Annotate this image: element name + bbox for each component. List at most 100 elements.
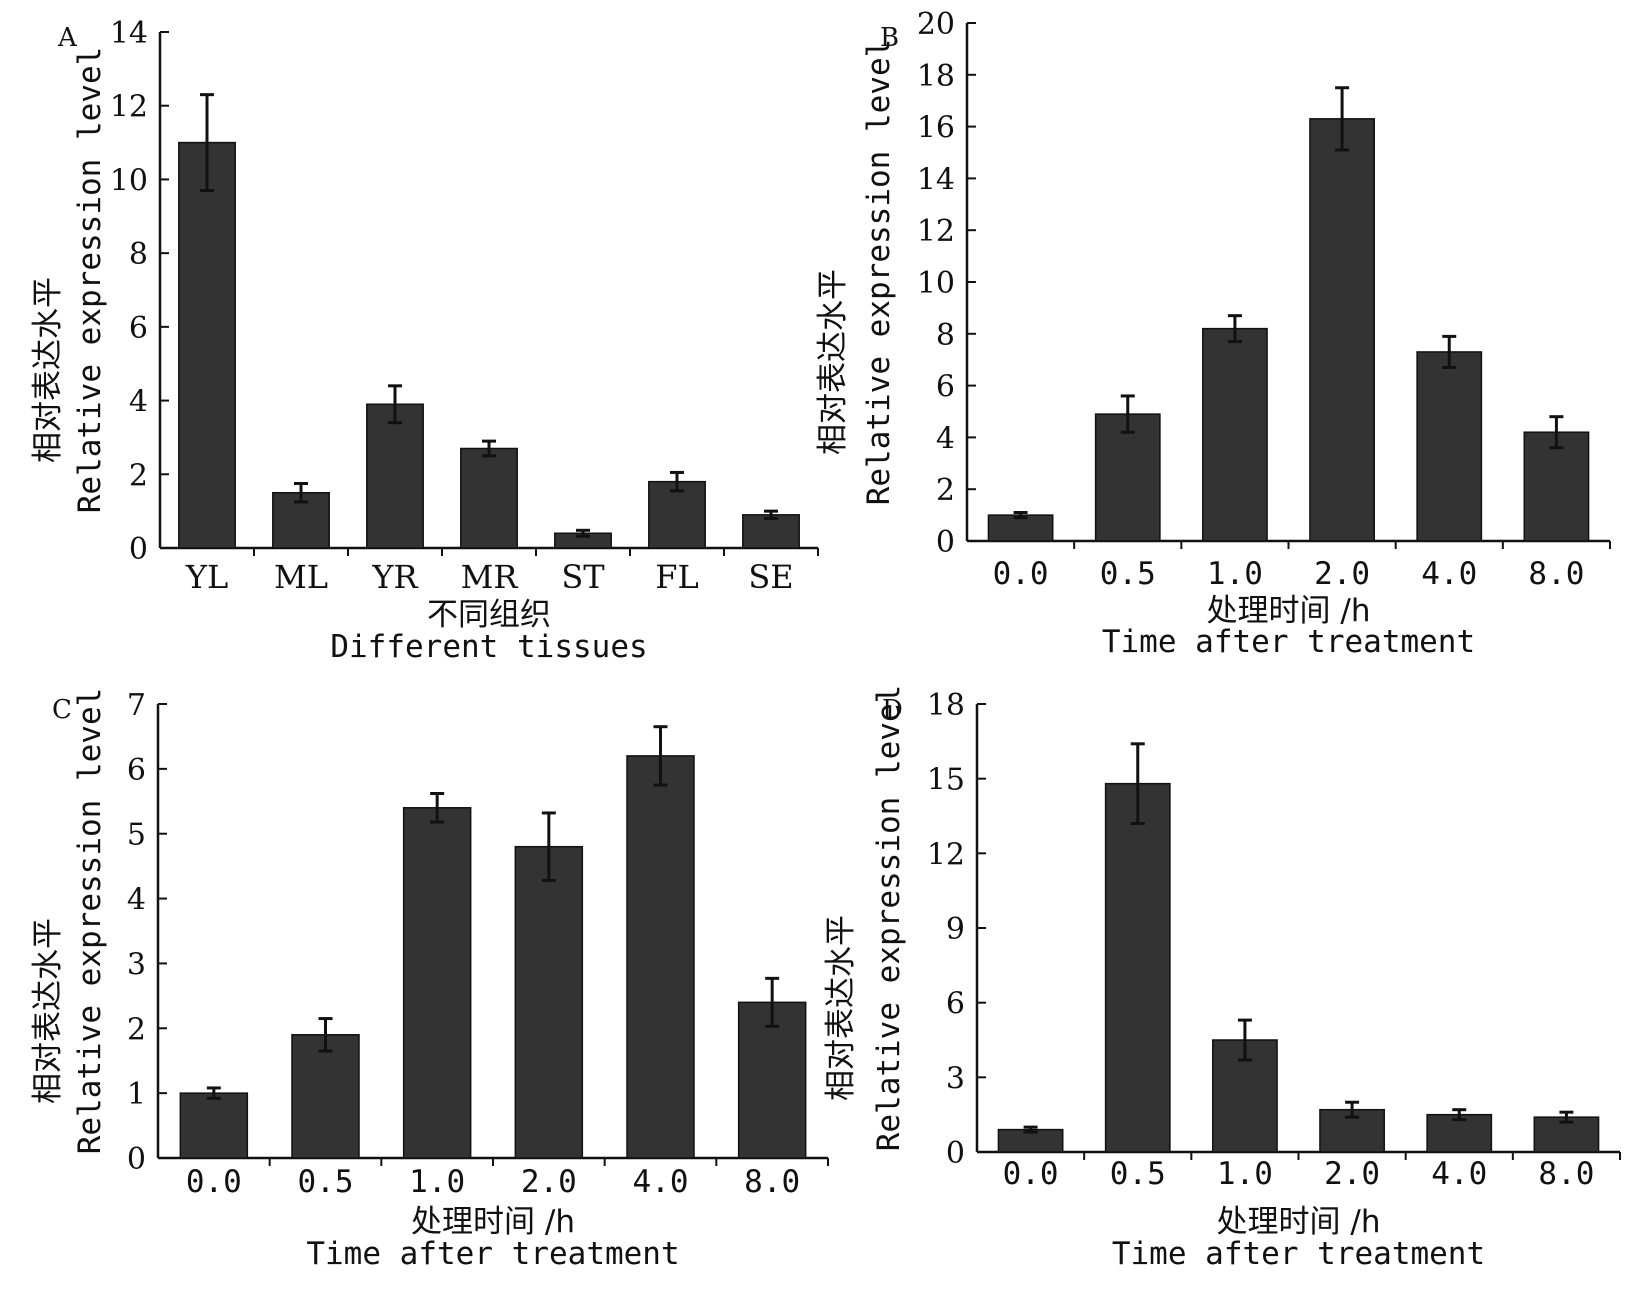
y-axis-title-en: Relative expression level: [871, 685, 907, 1152]
x-tick-label: MR: [461, 558, 519, 596]
y-tick-label: 6: [946, 987, 965, 1022]
y-tick-label: 2: [127, 1012, 146, 1047]
x-tick-label: 1.0: [1217, 1156, 1273, 1192]
x-tick-label: 2.0: [1314, 556, 1370, 592]
y-tick-label: 18: [927, 688, 965, 723]
bar: [1094, 413, 1161, 542]
x-tick-label: 0.0: [186, 1164, 242, 1200]
y-axis-title-en: Relative expression level: [72, 688, 108, 1155]
bar: [1104, 782, 1171, 1153]
x-tick-label: 4.0: [633, 1164, 689, 1200]
y-tick-label: 12: [927, 837, 965, 872]
y-tick-label: 12: [917, 214, 955, 249]
y-tick-label: 0: [936, 525, 955, 560]
panel-d: 0 3 6 9 12 15 18 0.0 0.5 1.0 2.0 4.0 8.0 D 处理时间 /hTime…: [823, 685, 1621, 1272]
y-tick-label: 2: [129, 458, 148, 493]
bar: [1523, 431, 1590, 542]
x-tick-label: 0.0: [993, 556, 1049, 592]
x-axis-title-cn: 处理时间 /h: [1217, 1204, 1381, 1240]
bar: [460, 447, 518, 549]
y-axis-title-en: Relative expression level: [72, 47, 108, 514]
y-tick-label: 4: [129, 385, 148, 420]
y-tick-label: 1: [127, 1077, 146, 1112]
y-axis-title-cn: 相对表达水平: [30, 277, 66, 463]
panel-label: C: [52, 695, 72, 725]
panel-label: D: [882, 695, 903, 725]
y-tick-label: 20: [917, 7, 955, 42]
x-tick-label: 4.0: [1431, 1156, 1487, 1192]
x-tick-label: 0.5: [298, 1164, 354, 1200]
y-axis-title-cn: 相对表达水平: [30, 918, 66, 1104]
bar: [178, 141, 236, 549]
panel-label: A: [57, 23, 78, 53]
y-tick-label: 9: [946, 912, 965, 947]
bar: [648, 480, 706, 549]
y-tick-label: 14: [917, 162, 955, 197]
x-axis-title-cn: 不同组织: [427, 597, 551, 633]
x-tick-label: ML: [274, 558, 328, 596]
y-tick-label: 14: [110, 16, 148, 51]
x-tick-label: 8.0: [744, 1164, 800, 1200]
y-tick-label: 7: [127, 688, 146, 723]
x-tick-label: YL: [185, 558, 228, 596]
y-axis-title-en: Relative expression level: [861, 39, 897, 506]
x-tick-label: 1.0: [1207, 556, 1263, 592]
x-tick-label: SE: [748, 558, 793, 596]
y-axis-title-cn: 相对表达水平: [823, 915, 859, 1101]
x-tick-label: 2.0: [521, 1164, 577, 1200]
y-tick-label: 2: [936, 473, 955, 508]
bar: [626, 755, 695, 1159]
bar: [291, 1034, 360, 1159]
y-tick-label: 18: [917, 59, 955, 94]
x-tick-label: 2.0: [1324, 1156, 1380, 1192]
y-tick-label: 4: [936, 421, 955, 456]
y-tick-label: 6: [127, 753, 146, 788]
y-tick-label: 12: [110, 90, 148, 125]
y-tick-label: 10: [110, 163, 148, 198]
y-tick-label: 0: [129, 532, 148, 567]
panel-label: B: [880, 23, 899, 53]
y-tick-label: 0: [946, 1136, 965, 1171]
y-tick-label: 3: [946, 1061, 965, 1096]
y-tick-label: 15: [927, 763, 965, 798]
x-axis-title-cn: 处理时间 /h: [411, 1204, 575, 1240]
x-tick-label: ST: [561, 558, 605, 596]
x-tick-label: 1.0: [409, 1164, 465, 1200]
bar: [1416, 351, 1483, 542]
bar: [1202, 327, 1268, 542]
x-tick-label: 4.0: [1421, 556, 1477, 592]
bar: [514, 845, 584, 1159]
x-tick-label: 0.5: [1110, 1156, 1166, 1192]
bar: [272, 491, 330, 549]
y-tick-label: 3: [127, 947, 146, 982]
y-tick-label: 10: [917, 266, 955, 301]
x-tick-label: 8.0: [1538, 1156, 1594, 1192]
x-tick-label: FL: [655, 558, 698, 596]
panel-b: 0 2 4 6 8 10 12 14 16 18 20 0.0 0.5 1.0 2.0 4.0 8.0 B 处理时间…: [815, 7, 1611, 660]
y-tick-label: 4: [127, 883, 146, 918]
bar: [737, 1001, 807, 1159]
bar: [366, 403, 424, 549]
y-tick-label: 5: [127, 818, 146, 853]
y-axis-title-cn: 相对表达水平: [815, 269, 851, 455]
y-tick-label: 6: [129, 311, 148, 346]
bar: [179, 1092, 249, 1159]
x-axis-title-en: Time after treatment: [1102, 624, 1475, 660]
x-axis-title-en: Time after treatment: [306, 1236, 679, 1272]
y-tick-label: 8: [129, 237, 148, 272]
bar: [1309, 118, 1375, 542]
x-axis-title-cn: 处理时间 /h: [1207, 593, 1371, 629]
x-tick-label: 8.0: [1528, 556, 1584, 592]
y-tick-label: 8: [936, 318, 955, 353]
y-tick-label: 16: [917, 111, 955, 146]
bar: [402, 807, 472, 1159]
panel-a: 0 2 4 6 8 10 12 14 YL ML YR MR ST FL SE A 不同组织Different …: [30, 16, 819, 665]
x-axis-title-en: Time after treatment: [1112, 1236, 1485, 1272]
y-tick-label: 6: [936, 370, 955, 405]
x-axis-title-en: Different tissues: [330, 629, 647, 665]
y-tick-label: 0: [127, 1142, 146, 1177]
x-tick-label: 0.0: [1003, 1156, 1059, 1192]
x-tick-label: YR: [371, 558, 418, 596]
